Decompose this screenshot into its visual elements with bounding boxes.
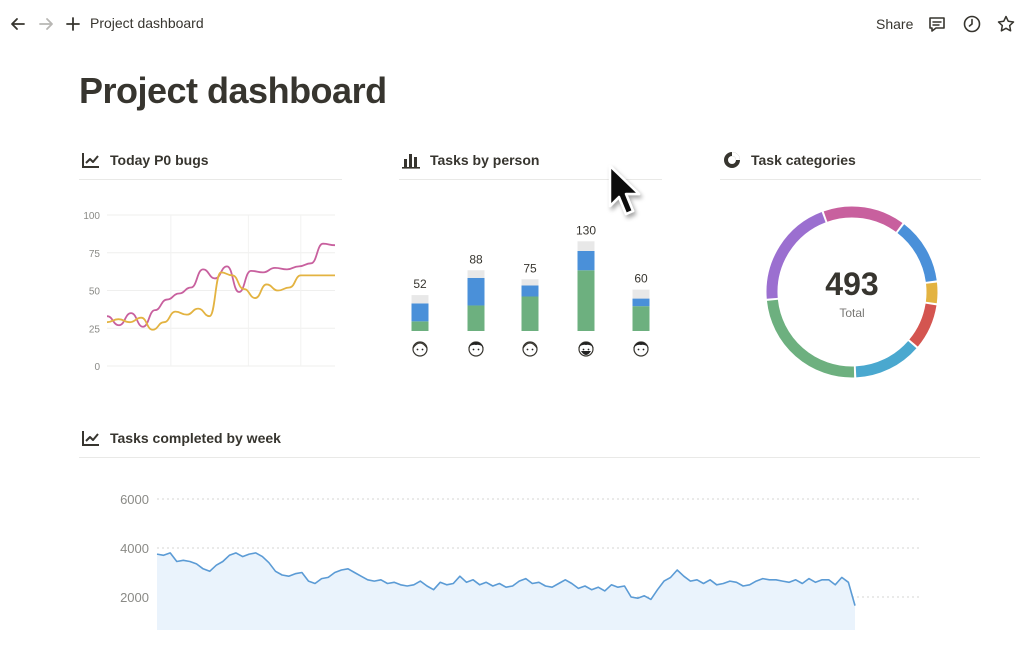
bar-value-label: 52 xyxy=(413,277,427,291)
y-tick-label: 0 xyxy=(94,362,100,373)
section-header-tasks-by-person: Tasks by person xyxy=(399,150,662,180)
back-button[interactable] xyxy=(6,12,30,36)
page-title: Project dashboard xyxy=(79,70,387,111)
arrow-left-icon xyxy=(11,18,25,30)
line-chart-icon xyxy=(82,431,99,446)
mouse-cursor-icon xyxy=(608,164,641,216)
donut-total-value: 493 xyxy=(825,266,878,302)
bar-value-label: 75 xyxy=(523,261,537,275)
comments-button[interactable] xyxy=(926,13,948,35)
donut-slice[interactable] xyxy=(766,299,855,378)
donut-chart-icon xyxy=(724,152,740,168)
donut-slice[interactable] xyxy=(909,303,937,347)
bar-segment xyxy=(577,241,595,251)
section-header-task-categories: Task categories xyxy=(720,150,981,180)
arrow-right-icon xyxy=(39,18,53,30)
area-fill xyxy=(157,552,855,630)
section-title: Today P0 bugs xyxy=(110,152,209,168)
bar-segment xyxy=(521,285,539,297)
avatar-icon xyxy=(522,341,538,357)
y-tick-label: 100 xyxy=(83,211,100,222)
avatar-icon xyxy=(578,341,594,357)
bar-segment xyxy=(577,270,595,331)
avatar-icon xyxy=(468,341,484,357)
bar-segment xyxy=(467,277,485,306)
bar-value-label: 60 xyxy=(634,272,648,286)
plus-icon xyxy=(66,17,80,31)
y-tick-label: 4000 xyxy=(120,541,149,556)
favorite-button[interactable] xyxy=(995,13,1017,35)
bar-segment xyxy=(521,296,539,331)
section-title: Task categories xyxy=(751,152,856,168)
bar-segment xyxy=(632,289,650,299)
bar-segment xyxy=(521,279,539,286)
history-button[interactable] xyxy=(961,13,983,35)
forward-button[interactable] xyxy=(34,12,58,36)
donut-total-label: Total xyxy=(839,306,864,320)
bar-value-label: 88 xyxy=(469,252,483,266)
y-tick-label: 6000 xyxy=(120,492,149,507)
tasks-completed-chart[interactable]: 6000 4000 2000 xyxy=(79,480,939,630)
section-header-tasks-completed: Tasks completed by week xyxy=(79,428,980,458)
bar-value-label: 130 xyxy=(576,223,596,237)
p0-bugs-chart[interactable]: 100 75 50 25 0 xyxy=(79,200,349,380)
bar-segment xyxy=(467,305,485,331)
share-button[interactable]: Share xyxy=(876,16,914,32)
section-title: Tasks by person xyxy=(430,152,540,168)
bar-segment xyxy=(632,306,650,331)
series-line xyxy=(106,271,335,331)
donut-slice[interactable] xyxy=(766,212,826,299)
section-header-p0-bugs: Today P0 bugs xyxy=(79,150,342,180)
breadcrumb[interactable]: Project dashboard xyxy=(90,15,204,31)
star-icon xyxy=(997,15,1015,32)
bar-segment xyxy=(411,295,429,304)
line-chart-icon xyxy=(82,153,99,168)
donut-slice[interactable] xyxy=(855,340,917,378)
y-tick-label: 75 xyxy=(89,249,101,260)
donut-slice[interactable] xyxy=(823,206,903,232)
bar-segment xyxy=(411,321,429,331)
donut-slice[interactable] xyxy=(897,224,937,283)
bar-chart-icon xyxy=(402,154,420,169)
avatar-icon xyxy=(633,341,649,357)
series-line xyxy=(156,552,856,606)
y-tick-label: 50 xyxy=(89,287,101,298)
bar-segment xyxy=(467,270,485,278)
donut-slice[interactable] xyxy=(925,282,938,304)
bar-segment xyxy=(411,303,429,322)
comment-icon xyxy=(929,17,945,32)
tasks-by-person-chart[interactable]: 52 88 75 130 60 xyxy=(399,215,669,365)
topbar: Project dashboard Share xyxy=(0,0,1024,48)
clock-icon xyxy=(963,15,981,33)
bar-segment xyxy=(632,298,650,307)
task-categories-chart[interactable]: 493 Total xyxy=(760,200,944,384)
new-page-button[interactable] xyxy=(61,12,85,36)
bar-segment xyxy=(577,250,595,271)
y-tick-label: 25 xyxy=(89,324,101,335)
y-tick-label: 2000 xyxy=(120,590,149,605)
section-title: Tasks completed by week xyxy=(110,430,281,446)
avatar-icon xyxy=(412,341,428,357)
